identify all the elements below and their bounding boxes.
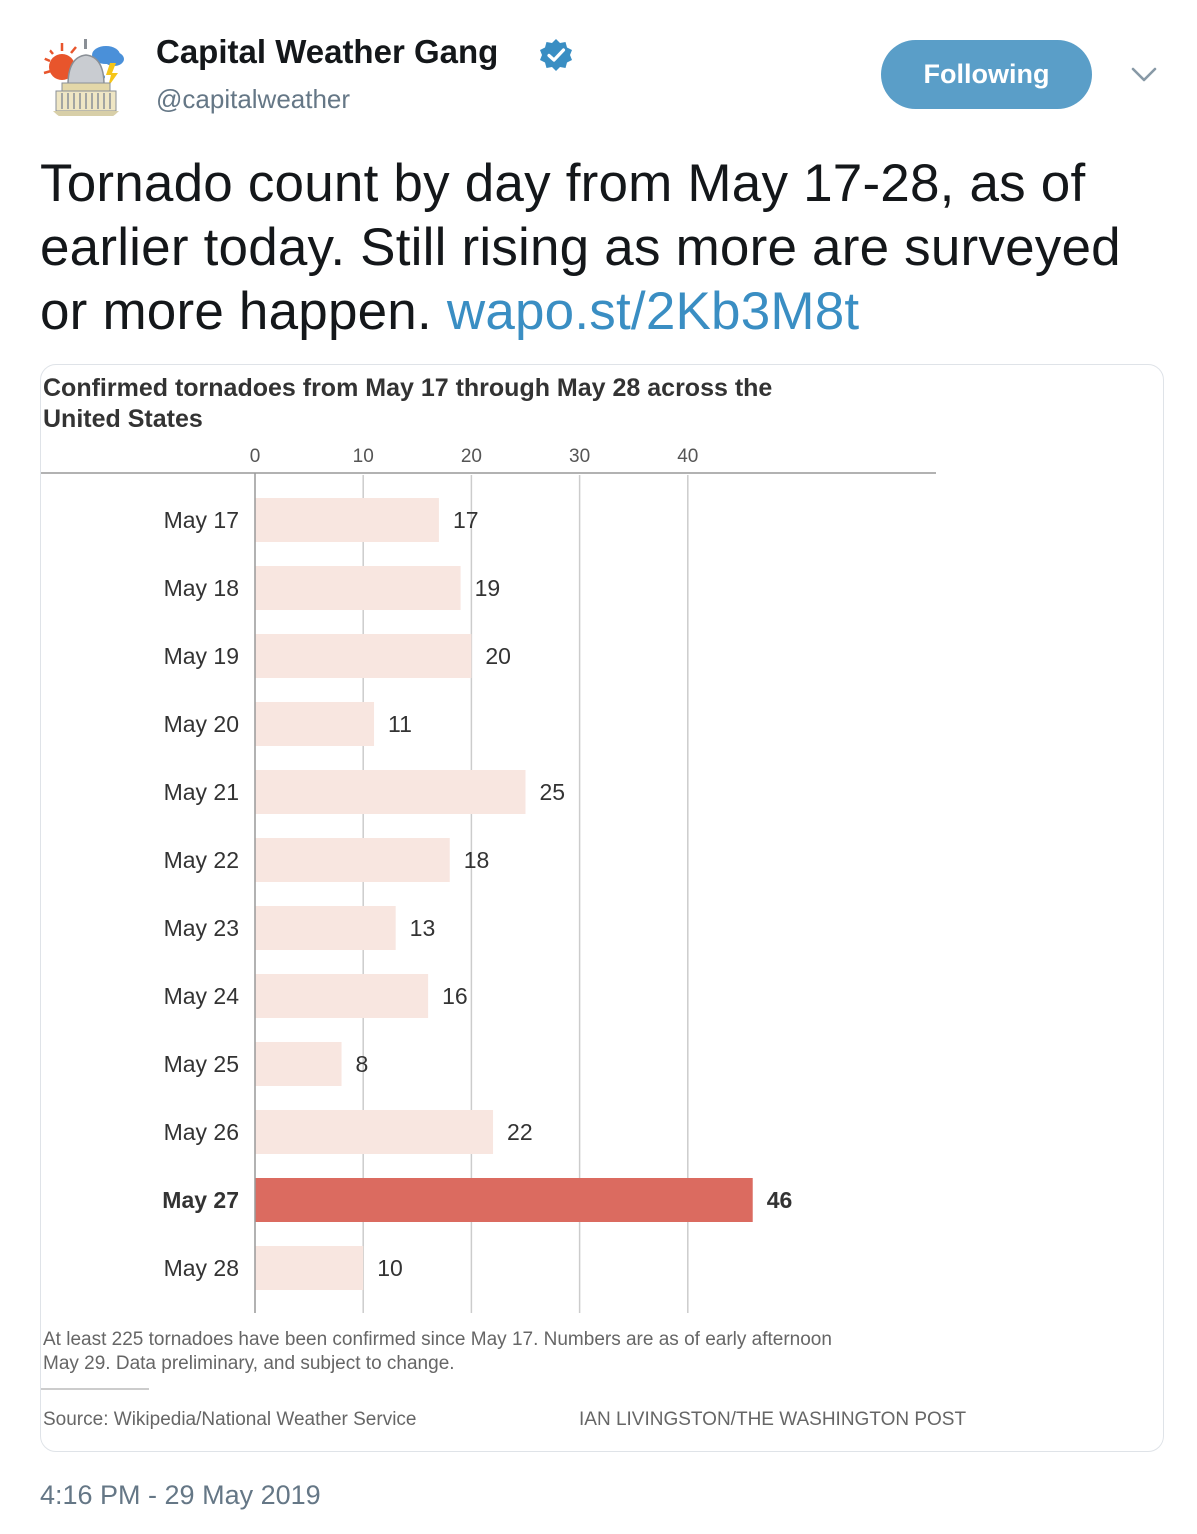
data-label: 22 xyxy=(507,1119,533,1145)
chart-card[interactable]: Confirmed tornadoes from May 17 through … xyxy=(40,364,1164,1452)
avatar[interactable] xyxy=(40,33,132,125)
data-label: 13 xyxy=(410,915,436,941)
category-label: May 23 xyxy=(164,915,239,941)
bar xyxy=(255,974,429,1018)
category-label: May 20 xyxy=(164,711,239,737)
category-label: May 21 xyxy=(164,779,239,805)
bar xyxy=(255,702,375,746)
display-name[interactable]: Capital Weather Gang xyxy=(156,33,499,70)
category-label: May 25 xyxy=(164,1051,239,1077)
data-label: 19 xyxy=(475,575,501,601)
data-label: 25 xyxy=(540,779,566,805)
data-label: 16 xyxy=(442,983,468,1009)
capitol-weather-logo xyxy=(40,33,132,125)
tweet-timestamp[interactable]: 4:16 PM - 29 May 2019 xyxy=(40,1480,321,1510)
bar xyxy=(255,906,396,950)
category-label: May 28 xyxy=(164,1255,239,1281)
category-label: May 24 xyxy=(164,983,240,1009)
bar xyxy=(255,1110,494,1154)
chart-note: May 29. Data preliminary, and subject to… xyxy=(43,1353,455,1374)
tweet-text: Tornado count by day from May 17-28, as … xyxy=(40,152,1170,344)
bar xyxy=(255,1178,753,1222)
category-label: May 19 xyxy=(164,643,239,669)
bar-chart: Confirmed tornadoes from May 17 through … xyxy=(41,374,966,1430)
bar xyxy=(255,1246,364,1290)
data-label: 10 xyxy=(377,1255,403,1281)
tweet-link[interactable]: wapo.st/2Kb3M8t xyxy=(446,282,860,341)
bar xyxy=(255,770,526,814)
x-tick-label: 20 xyxy=(461,446,482,467)
chevron-down-icon[interactable] xyxy=(1129,62,1159,88)
data-label: 17 xyxy=(453,507,479,533)
x-tick-label: 10 xyxy=(353,446,374,467)
tweet-text-body: Tornado count by day from May 17-28, as … xyxy=(40,154,1121,341)
bar xyxy=(255,1042,342,1086)
following-button[interactable]: Following xyxy=(881,40,1092,109)
bar xyxy=(255,498,439,542)
data-label: 8 xyxy=(356,1051,369,1077)
bar xyxy=(255,566,461,610)
verified-badge-icon xyxy=(540,39,572,71)
x-tick-label: 0 xyxy=(250,446,261,467)
chart-title-line: Confirmed tornadoes from May 17 through … xyxy=(43,374,772,402)
bar xyxy=(255,634,472,678)
category-label: May 17 xyxy=(164,507,239,533)
chart-title-line: United States xyxy=(43,405,203,433)
category-label: May 18 xyxy=(164,575,239,601)
chart-source: Source: Wikipedia/National Weather Servi… xyxy=(43,1409,417,1430)
user-handle[interactable]: @capitalweather xyxy=(156,84,351,114)
data-label: 46 xyxy=(767,1187,793,1213)
chart-note: At least 225 tornadoes have been confirm… xyxy=(43,1329,832,1350)
category-label: May 26 xyxy=(164,1119,239,1145)
category-label: May 27 xyxy=(162,1187,239,1213)
x-tick-label: 30 xyxy=(569,446,590,467)
bar xyxy=(255,838,450,882)
x-tick-label: 40 xyxy=(677,446,698,467)
data-label: 18 xyxy=(464,847,490,873)
data-label: 20 xyxy=(485,643,511,669)
category-label: May 22 xyxy=(164,847,239,873)
chart-credit: IAN LIVINGSTON/THE WASHINGTON POST xyxy=(579,1409,966,1430)
data-label: 11 xyxy=(388,711,412,737)
